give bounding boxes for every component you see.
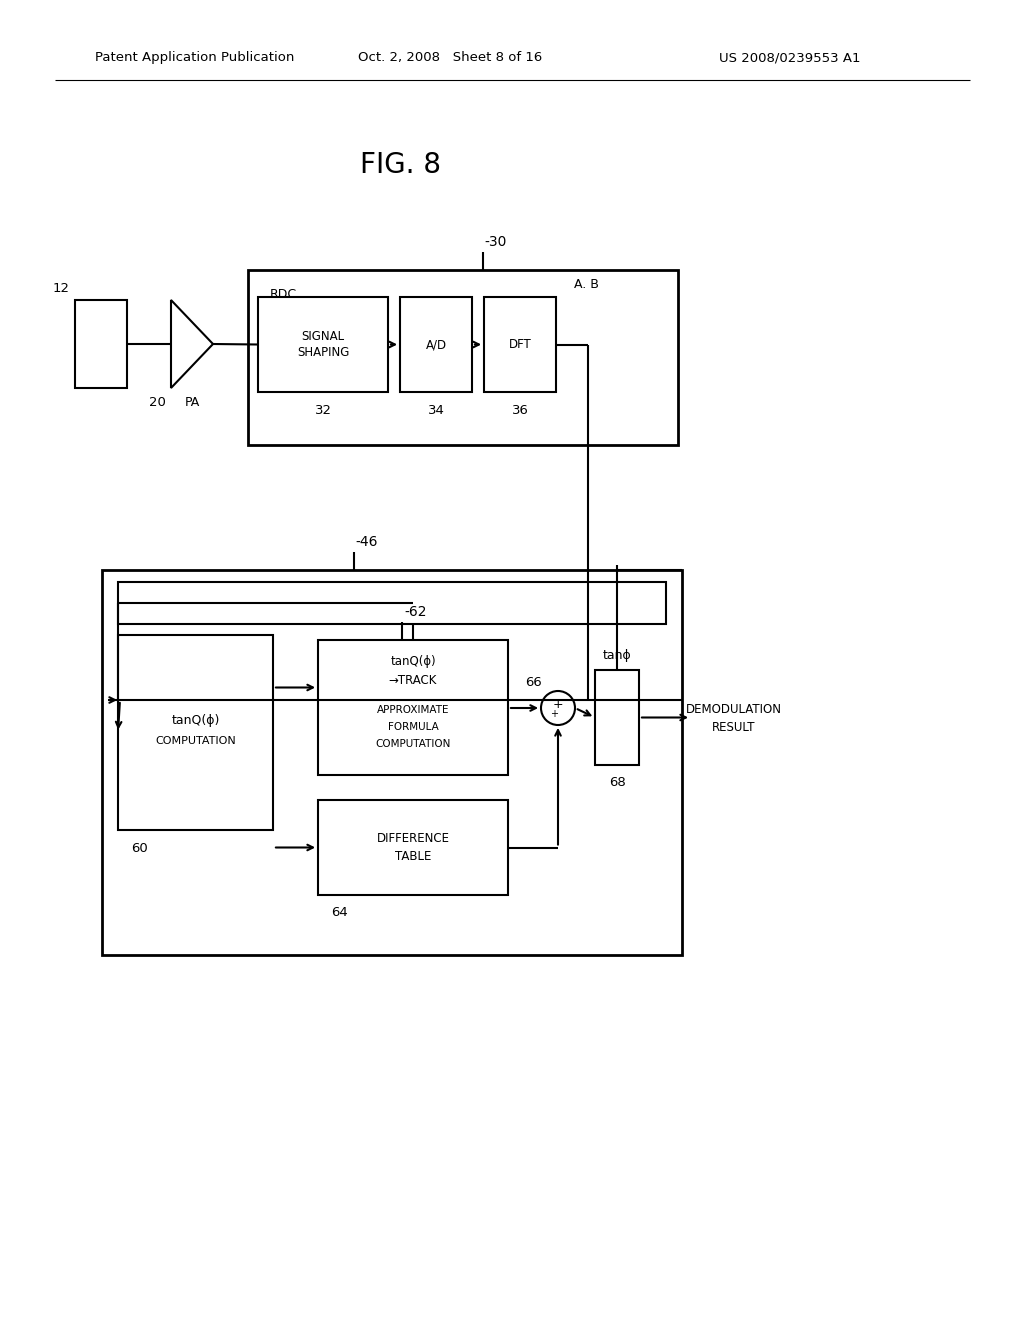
Text: Oct. 2, 2008   Sheet 8 of 16: Oct. 2, 2008 Sheet 8 of 16 (357, 51, 542, 65)
Text: +: + (550, 709, 558, 719)
Text: 64: 64 (332, 907, 348, 920)
Text: 66: 66 (525, 676, 543, 689)
Bar (118, 635, 273, 830)
Text: Patent Application Publication: Patent Application Publication (95, 51, 295, 65)
Bar (595, 671, 639, 766)
Text: 20: 20 (148, 396, 166, 408)
Text: COMPUTATION: COMPUTATION (376, 739, 451, 748)
Bar (75, 300, 127, 388)
Bar (102, 570, 682, 954)
Bar (318, 800, 508, 895)
Text: A. B: A. B (574, 279, 599, 292)
Text: 12: 12 (52, 281, 70, 294)
Bar (258, 297, 388, 392)
Text: -46: -46 (355, 535, 378, 549)
Bar (318, 640, 508, 775)
Text: 60: 60 (132, 842, 148, 854)
Bar (248, 271, 678, 445)
Text: FORMULA: FORMULA (388, 722, 438, 733)
Bar (484, 297, 556, 392)
Text: APPROXIMATE: APPROXIMATE (377, 705, 450, 715)
Text: RESULT: RESULT (713, 721, 756, 734)
Text: COMPUTATION: COMPUTATION (155, 735, 236, 746)
Text: SHAPING: SHAPING (297, 346, 349, 359)
Text: DFT: DFT (509, 338, 531, 351)
Text: +: + (553, 697, 563, 710)
Text: -30: -30 (484, 235, 507, 249)
Text: DIFFERENCE: DIFFERENCE (377, 832, 450, 845)
Text: 34: 34 (428, 404, 444, 417)
Text: A/D: A/D (425, 338, 446, 351)
Text: tanQ(ϕ): tanQ(ϕ) (390, 656, 436, 668)
Text: 68: 68 (608, 776, 626, 789)
Text: TABLE: TABLE (395, 850, 431, 863)
Text: US 2008/0239553 A1: US 2008/0239553 A1 (719, 51, 861, 65)
Text: SIGNAL: SIGNAL (301, 330, 344, 343)
Text: RDC: RDC (270, 288, 297, 301)
Text: PA: PA (184, 396, 200, 409)
Text: →TRACK: →TRACK (389, 673, 437, 686)
Bar (400, 297, 472, 392)
Text: DEMODULATION: DEMODULATION (686, 704, 782, 715)
Text: -62: -62 (404, 605, 427, 619)
Text: FIG. 8: FIG. 8 (359, 150, 440, 180)
Bar (118, 582, 666, 624)
Text: tanQ(ϕ): tanQ(ϕ) (171, 714, 220, 727)
Text: tanϕ: tanϕ (603, 649, 632, 663)
Text: 36: 36 (512, 404, 528, 417)
Text: 32: 32 (314, 404, 332, 417)
